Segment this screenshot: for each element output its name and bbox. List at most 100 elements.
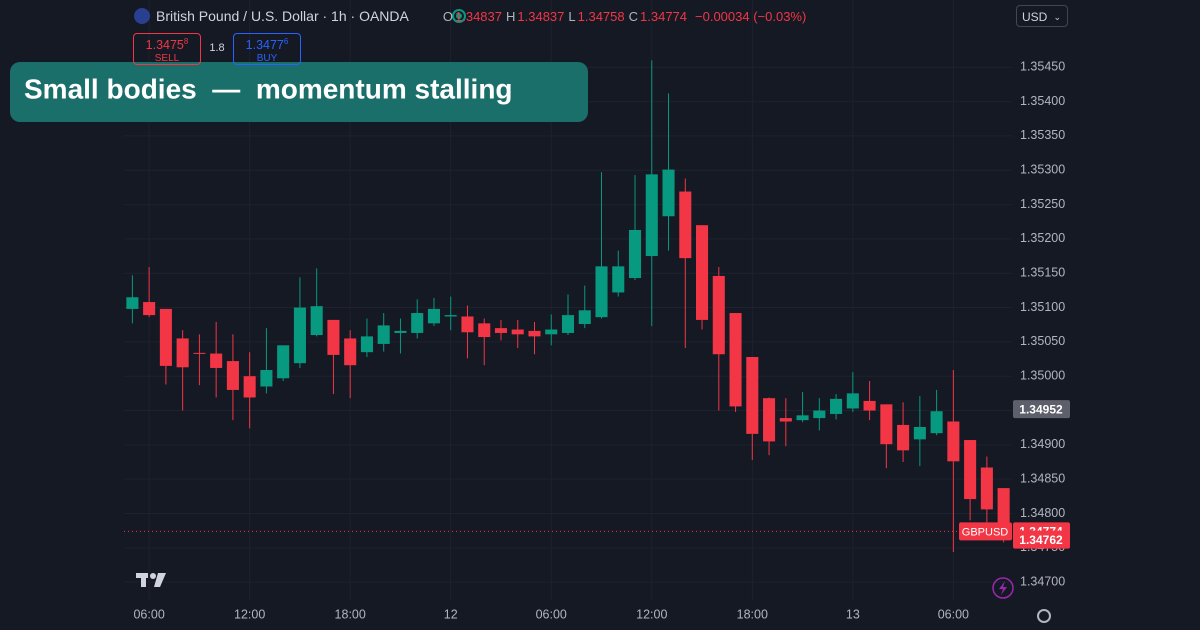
candle-body xyxy=(846,393,859,409)
candle-body xyxy=(779,418,792,422)
y-tick-label: 1.35050 xyxy=(1020,334,1065,348)
candle-body xyxy=(545,329,558,335)
candle-body xyxy=(394,330,407,333)
ohlc-key: H xyxy=(506,8,516,24)
x-tick-label: 18:00 xyxy=(737,607,768,621)
ohlc-key: L xyxy=(568,8,576,24)
candle-body xyxy=(478,323,491,338)
y-tick-label: 1.35200 xyxy=(1020,231,1065,245)
symbol-tag-label: GBPUSD xyxy=(962,526,1009,538)
y-tick-label: 1.35450 xyxy=(1020,60,1065,74)
candle-body xyxy=(260,370,273,387)
y-tick-label: 1.35150 xyxy=(1020,266,1065,280)
annotation: Small bodies — momentum stalling xyxy=(24,73,513,104)
price-marker xyxy=(1013,400,1070,419)
candle-body xyxy=(746,356,759,434)
candle-body xyxy=(327,319,340,355)
settings-icon[interactable] xyxy=(1037,609,1051,623)
candle-body xyxy=(729,313,742,407)
price-marker-label: 1.34762 xyxy=(1019,533,1063,547)
candle-body xyxy=(277,345,290,379)
x-tick-label: 13 xyxy=(846,607,860,621)
candle-body xyxy=(143,302,156,316)
x-tick-label: 12 xyxy=(444,607,458,621)
price-marker xyxy=(1013,530,1070,549)
candle-body xyxy=(880,404,893,445)
x-tick-label: 06:00 xyxy=(536,607,567,621)
candle-body xyxy=(193,352,206,354)
candle-body xyxy=(344,338,357,366)
x-tick-label: 18:00 xyxy=(335,607,366,621)
candle-body xyxy=(930,411,943,434)
candle-body xyxy=(293,307,306,364)
lightning-glyph xyxy=(999,581,1007,595)
candle-body xyxy=(578,310,591,325)
buy-price: 1.3477 xyxy=(245,38,284,53)
candle-body xyxy=(662,169,675,217)
candle-body xyxy=(511,329,524,335)
lightning-icon[interactable] xyxy=(992,577,1014,599)
candle-body xyxy=(561,315,575,333)
x-tick-label: 06:00 xyxy=(133,607,164,621)
candle-body xyxy=(427,308,440,324)
candle-body xyxy=(696,225,709,320)
currency-select[interactable]: USD ⌄ xyxy=(1016,5,1068,27)
symbol: British Pound / U.S. Dollar · 1h · OANDA xyxy=(156,8,409,24)
ohlc-value: 1.34837 xyxy=(455,8,502,24)
x-tick-label: 06:00 xyxy=(938,607,969,621)
y-tick-label: 1.34700 xyxy=(1020,574,1065,588)
symbol-tag xyxy=(959,522,1012,541)
candle-body xyxy=(813,410,826,419)
buy-label: BUY xyxy=(256,53,278,65)
candle-body xyxy=(411,313,424,333)
y-tick-label: 1.35100 xyxy=(1020,300,1065,314)
ohlc-key: C xyxy=(628,8,639,24)
x-tick-label: 12:00 xyxy=(636,607,667,621)
candle-body xyxy=(628,229,642,279)
candle-body xyxy=(796,415,809,421)
candle-body xyxy=(210,353,223,368)
candle-body xyxy=(980,467,993,510)
candle-body xyxy=(494,328,508,333)
ohlc: O 1.34837 H 1.34837 L 1.34758 C 1.34774 xyxy=(443,9,689,24)
ohlc-value: 1.34774 xyxy=(640,8,688,24)
candle-body xyxy=(913,427,926,440)
y-tick-label: 1.34850 xyxy=(1020,471,1065,485)
candle-body xyxy=(830,398,843,414)
price-marker-label: 1.34952 xyxy=(1019,402,1063,416)
ohlc-value: 1.34837 xyxy=(517,8,565,24)
change: −0.00034 (−0.03%) xyxy=(695,8,807,24)
candle-body xyxy=(243,376,256,398)
candle-body xyxy=(645,174,658,257)
symbol-flag xyxy=(134,8,150,24)
x-tick-label: 12:00 xyxy=(234,607,265,621)
buy-button[interactable]: 1.34776 BUY xyxy=(233,33,301,65)
candle-body xyxy=(997,488,1010,532)
candle-body xyxy=(612,266,625,293)
ohlc-key: O xyxy=(442,8,453,24)
candle-body xyxy=(863,400,876,411)
y-tick-label: 1.35250 xyxy=(1020,197,1065,211)
sell-price: 1.3475 xyxy=(145,38,184,53)
sell-pip: 8 xyxy=(183,37,189,46)
candle-body xyxy=(595,266,608,318)
y-tick-label: 1.34800 xyxy=(1020,506,1065,520)
candle-body xyxy=(528,330,541,337)
spread: 1.8 xyxy=(209,42,225,54)
y-tick-label: 1.34900 xyxy=(1020,437,1065,451)
market-status-dot xyxy=(456,13,462,19)
candle-body xyxy=(947,421,960,462)
candle-body xyxy=(159,308,172,366)
candle-body xyxy=(763,398,776,442)
candle-body xyxy=(444,315,457,317)
candle-body xyxy=(377,325,390,344)
sell-label: SELL xyxy=(154,53,180,65)
ohlc-value: 1.34758 xyxy=(577,8,625,24)
y-tick-label: 1.35000 xyxy=(1020,368,1065,382)
y-tick-label: 1.35400 xyxy=(1020,94,1065,108)
candle-body xyxy=(679,191,692,259)
y-tick-label: 1.35350 xyxy=(1020,128,1065,142)
y-tick-label: 1.35300 xyxy=(1020,163,1065,177)
sell-button[interactable]: 1.34758 SELL xyxy=(133,33,201,65)
